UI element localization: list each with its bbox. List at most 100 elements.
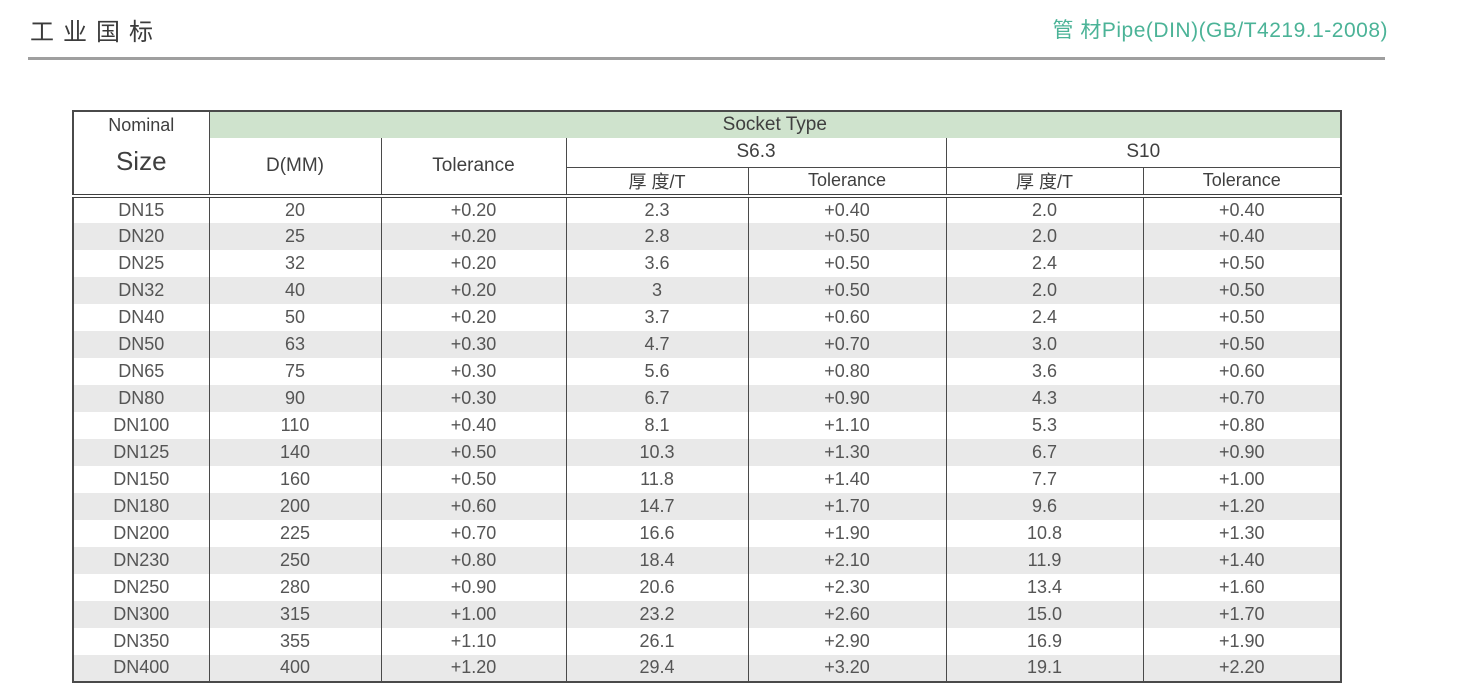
standard-title: 管 材Pipe(DIN)(GB/T4219.1-2008) <box>1052 19 1388 42</box>
table-cell: 4.3 <box>945 384 1143 412</box>
table-cell: 6.7 <box>565 384 748 412</box>
table-cell: DN20 <box>72 222 209 250</box>
table-cell: +0.80 <box>380 546 566 574</box>
table-cell: 140 <box>208 438 381 466</box>
table-cell: +2.90 <box>747 627 946 655</box>
table-row: DN150 160 +0.50 11.8 +1.40 7.7 +1.00 <box>72 465 1342 493</box>
table-cell: 2.3 <box>565 193 748 223</box>
table-cell: +3.20 <box>747 654 946 682</box>
table-cell: DN400 <box>72 654 209 682</box>
table-cell: +1.70 <box>1142 600 1342 628</box>
table-cell: +1.40 <box>1142 546 1342 574</box>
table-cell: +0.30 <box>380 384 566 412</box>
table-cell: +1.60 <box>1142 573 1342 601</box>
table-row: DN50 63 +0.30 4.7 +0.70 3.0 +0.50 <box>72 330 1342 358</box>
table-row: DN20 25 +0.20 2.8 +0.50 2.0 +0.40 <box>72 222 1342 250</box>
table-cell: 11.8 <box>565 465 748 493</box>
table-cell: 200 <box>208 492 381 520</box>
table-cell: 8.1 <box>565 411 748 439</box>
table-cell: +0.20 <box>380 193 566 223</box>
table-cell: 355 <box>208 627 381 655</box>
table-cell: 40 <box>208 276 381 304</box>
table-cell: 3 <box>565 276 748 304</box>
table-cell: 7.7 <box>945 465 1143 493</box>
table-cell: +0.40 <box>747 193 946 223</box>
table-cell: 160 <box>208 465 381 493</box>
table-row: DN40 50 +0.20 3.7 +0.60 2.4 +0.50 <box>72 303 1342 331</box>
table-cell: +1.20 <box>1142 492 1342 520</box>
table-row: DN180 200 +0.60 14.7 +1.70 9.6 +1.20 <box>72 492 1342 520</box>
header-socket-type: Socket Type <box>208 111 1342 138</box>
table-cell: +0.20 <box>380 249 566 277</box>
table-cell: +2.60 <box>747 600 946 628</box>
table-cell: DN32 <box>72 276 209 304</box>
table-cell: 4.7 <box>565 330 748 358</box>
table-cell: +1.10 <box>747 411 946 439</box>
table-cell: 10.3 <box>565 438 748 466</box>
table-row: DN230 250 +0.80 18.4 +2.10 11.9 +1.40 <box>72 546 1342 574</box>
page-title: 工业国标 <box>30 19 162 46</box>
table-row: DN400 400 +1.20 29.4 +3.20 19.1 +2.20 <box>72 654 1342 682</box>
table-cell: 280 <box>208 573 381 601</box>
table-cell: 16.6 <box>565 519 748 547</box>
table-cell: +1.00 <box>380 600 566 628</box>
table-cell: 20.6 <box>565 573 748 601</box>
table-cell: 75 <box>208 357 381 385</box>
table-cell: +0.20 <box>380 222 566 250</box>
table-cell: +0.50 <box>747 276 946 304</box>
table-cell: +0.30 <box>380 357 566 385</box>
table-cell: +1.70 <box>747 492 946 520</box>
table-row: DN350 355 +1.10 26.1 +2.90 16.9 +1.90 <box>72 627 1342 655</box>
table-cell: +0.70 <box>380 519 566 547</box>
table-cell: 10.8 <box>945 519 1143 547</box>
table-cell: 2.4 <box>945 303 1143 331</box>
table-cell: 9.6 <box>945 492 1143 520</box>
table-cell: +0.60 <box>380 492 566 520</box>
table-cell: DN100 <box>72 411 209 439</box>
table-cell: 3.6 <box>565 249 748 277</box>
table-cell: 2.0 <box>945 193 1143 223</box>
header-s6-3-thickness: 厚 度/T <box>565 167 748 196</box>
header-d-mm: D(MM) <box>208 138 381 196</box>
table-row: DN300 315 +1.00 23.2 +2.60 15.0 +1.70 <box>72 600 1342 628</box>
table-cell: 32 <box>208 249 381 277</box>
table-cell: 2.4 <box>945 249 1143 277</box>
table-cell: +0.50 <box>747 222 946 250</box>
table-cell: DN300 <box>72 600 209 628</box>
table-cell: +0.40 <box>1142 193 1342 223</box>
table-cell: +0.40 <box>380 411 566 439</box>
table-cell: +1.90 <box>1142 627 1342 655</box>
table-cell: 19.1 <box>945 654 1143 682</box>
table-cell: +1.40 <box>747 465 946 493</box>
table-cell: 20 <box>208 193 381 223</box>
table-cell: 13.4 <box>945 573 1143 601</box>
table-cell: +0.50 <box>1142 330 1342 358</box>
table-cell: 110 <box>208 411 381 439</box>
header-s10-thickness: 厚 度/T <box>945 167 1143 196</box>
table-cell: +0.70 <box>747 330 946 358</box>
table-cell: DN80 <box>72 384 209 412</box>
table-cell: 6.7 <box>945 438 1143 466</box>
pipe-spec-table: Nominal Size Socket Type D(MM) Tolerance… <box>72 110 1343 683</box>
table-cell: 5.3 <box>945 411 1143 439</box>
header-s6-3: S6.3 <box>565 138 946 168</box>
table-row: DN32 40 +0.20 3 +0.50 2.0 +0.50 <box>72 276 1342 304</box>
table-cell: +0.90 <box>1142 438 1342 466</box>
table-cell: 16.9 <box>945 627 1143 655</box>
table-cell: 2.0 <box>945 222 1143 250</box>
table-cell: +1.10 <box>380 627 566 655</box>
header-s6-3-tolerance: Tolerance <box>747 167 946 196</box>
table-cell: 23.2 <box>565 600 748 628</box>
table-cell: +0.50 <box>747 249 946 277</box>
table-cell: DN230 <box>72 546 209 574</box>
table-cell: DN180 <box>72 492 209 520</box>
table-cell: 2.8 <box>565 222 748 250</box>
table-cell: 250 <box>208 546 381 574</box>
table-cell: +0.30 <box>380 330 566 358</box>
header-tolerance: Tolerance <box>380 138 566 196</box>
table-cell: 14.7 <box>565 492 748 520</box>
table-cell: DN25 <box>72 249 209 277</box>
table-cell: 90 <box>208 384 381 412</box>
table-cell: 3.7 <box>565 303 748 331</box>
table-cell: DN350 <box>72 627 209 655</box>
